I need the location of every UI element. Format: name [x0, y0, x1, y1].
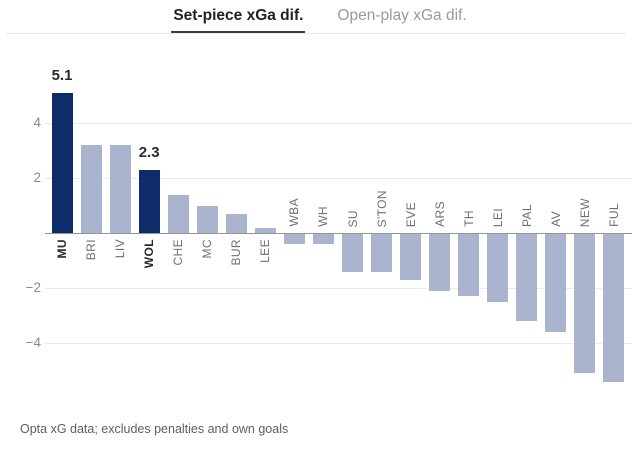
bar-label-WBA: WBA: [287, 198, 302, 227]
gridline--4: [45, 343, 632, 344]
data-source-footnote: Opta xG data; excludes penalties and own…: [20, 422, 289, 436]
bar-label-WH: WH: [316, 206, 331, 227]
bar-label-FUL: FUL: [606, 203, 621, 227]
bar-S'TON: [371, 233, 393, 272]
bar-label-MC: MC: [200, 239, 215, 259]
bar-PAL: [516, 233, 538, 321]
bar-WBA: [283, 233, 305, 244]
bar-label-WOL: WOL: [142, 239, 157, 269]
bar-MU: [51, 92, 73, 233]
bar-label-PAL: PAL: [519, 204, 534, 227]
bar-WH: [312, 233, 334, 244]
y-axis-tick-label: −2: [25, 280, 41, 295]
bar-LEI: [487, 233, 509, 302]
bar-MC: [196, 205, 218, 233]
bar-LEE: [254, 227, 276, 233]
x-axis-line: [45, 233, 632, 234]
gridline-4: [45, 123, 632, 124]
gridline--2: [45, 288, 632, 289]
bar-label-SU: SU: [345, 209, 360, 227]
bar-BUR: [225, 213, 247, 233]
bar-label-MU: MU: [55, 239, 69, 259]
bar-FUL: [603, 233, 625, 382]
bar-label-ARS: ARS: [432, 201, 447, 227]
bar-label-LEI: LEI: [490, 207, 505, 227]
chart-tabs: Set-piece xGa dif. Open-play xGa dif.: [0, 7, 640, 33]
bar-label-BRI: BRI: [84, 239, 99, 261]
gridline-2: [45, 178, 632, 179]
bar-TH: [458, 233, 480, 297]
y-axis-tick-label: 4: [33, 115, 41, 130]
bar-ARS: [429, 233, 451, 291]
bar-label-CHE: CHE: [171, 239, 186, 266]
tabs-divider: [6, 33, 626, 34]
bar-WOL: [138, 169, 160, 233]
bar-NEW: [574, 233, 596, 374]
value-callout-MU: 5.1: [51, 66, 73, 84]
bar-label-NEW: NEW: [577, 197, 592, 227]
bar-label-TH: TH: [461, 210, 476, 227]
bar-BRI: [80, 145, 102, 233]
bar-SU: [342, 233, 363, 272]
y-axis-tick-label: 2: [33, 170, 41, 185]
bar-EVE: [400, 233, 422, 280]
bar-label-BUR: BUR: [229, 239, 244, 266]
bar-label-S'TON: S'TON: [374, 189, 389, 227]
y-axis-tick-label: −4: [25, 335, 41, 350]
bar-LIV: [109, 145, 131, 233]
bar-label-EVE: EVE: [403, 201, 418, 227]
value-callout-WOL: 2.3: [138, 143, 160, 161]
bar-AV: [545, 233, 567, 332]
bar-label-LIV: LIV: [113, 239, 128, 259]
bar-label-LEE: LEE: [258, 239, 273, 263]
bar-label-AV: AV: [548, 211, 563, 227]
tab-set-piece-xga[interactable]: Set-piece xGa dif.: [171, 7, 306, 33]
tab-open-play-xga[interactable]: Open-play xGa dif.: [337, 7, 467, 24]
bar-CHE: [167, 194, 189, 233]
